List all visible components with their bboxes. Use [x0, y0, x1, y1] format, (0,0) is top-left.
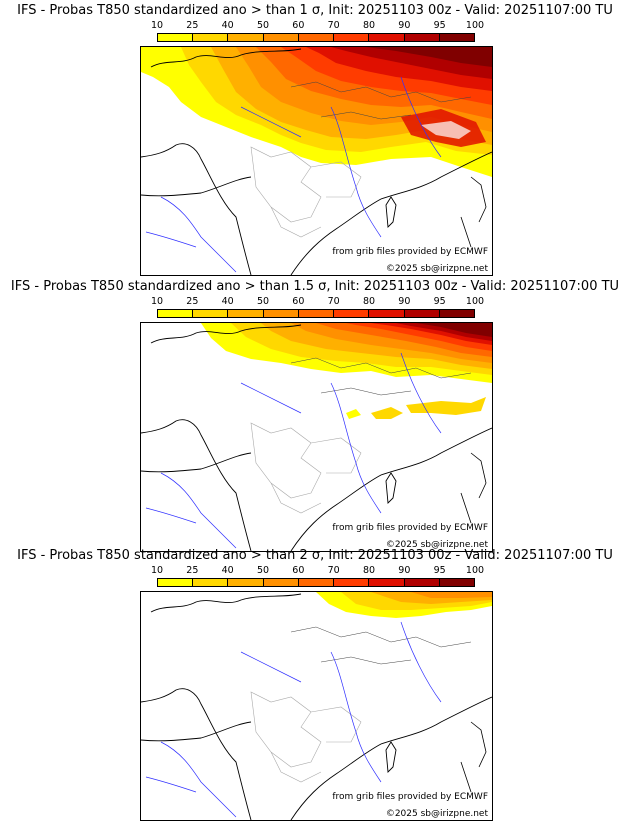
colorbar-labels: 10 25 40 50 60 70 80 90 95 100 [151, 296, 484, 308]
colorbar-tick-label: 60 [292, 296, 305, 307]
colorbar [157, 33, 475, 42]
colorbar-tick-label: 10 [150, 20, 164, 31]
colorbar-tick-label: 90 [398, 20, 411, 31]
colorbar-tick-label: 40 [221, 20, 234, 31]
colorbar-swatch [369, 34, 405, 41]
colorbar-swatch [439, 34, 474, 41]
colorbar-tick-label: 50 [256, 296, 270, 307]
colorbar-swatch [334, 310, 370, 317]
panel-1: IFS - Probas T850 standardized ano > tha… [0, 0, 630, 276]
colorbar [157, 309, 475, 318]
map-probability-2-sigma: from grib files provided by ECMWF ©2025 … [140, 591, 493, 821]
colorbar-swatch [158, 34, 194, 41]
credit-source: from grib files provided by ECMWF [332, 247, 488, 257]
colorbar-swatch [369, 579, 405, 586]
panel-title: IFS - Probas T850 standardized ano > tha… [17, 3, 613, 18]
credit-source: from grib files provided by ECMWF [332, 792, 488, 802]
credit-copyright: ©2025 sb@irizpne.net [385, 540, 488, 550]
colorbar-swatch [439, 579, 474, 586]
colorbar-tick-label: 10 [150, 296, 164, 307]
map-graphic [141, 592, 492, 820]
colorbar-swatch [158, 579, 194, 586]
colorbar-labels: 10 25 40 50 60 70 80 90 95 100 [151, 565, 484, 577]
colorbar-swatch [298, 34, 335, 41]
colorbar-swatch [334, 579, 370, 586]
colorbar-tick-label: 25 [186, 565, 199, 576]
colorbar-labels: 10 25 40 50 60 70 80 90 95 100 [151, 20, 484, 32]
colorbar-swatch [334, 34, 370, 41]
colorbar-swatch [228, 579, 264, 586]
colorbar-tick-label: 70 [327, 296, 340, 307]
colorbar-tick-label: 90 [398, 565, 411, 576]
colorbar-tick-label: 95 [433, 20, 446, 31]
colorbar-swatch [404, 579, 440, 586]
colorbar-tick-label: 95 [433, 296, 446, 307]
colorbar-tick-label: 100 [465, 20, 485, 31]
colorbar-tick-label: 10 [150, 565, 164, 576]
map-graphic [141, 323, 492, 551]
panel-3: IFS - Probas T850 standardized ano > tha… [0, 545, 630, 821]
colorbar-swatch [228, 310, 264, 317]
credit-copyright: ©2025 sb@irizpne.net [385, 809, 488, 819]
panel-title: IFS - Probas T850 standardized ano > tha… [17, 548, 613, 563]
colorbar-swatch [298, 579, 335, 586]
colorbar-tick-label: 80 [362, 565, 376, 576]
map-probability-1-sigma: from grib files provided by ECMWF ©2025 … [140, 46, 493, 276]
panel-2: IFS - Probas T850 standardized ano > tha… [0, 276, 630, 552]
colorbar-swatch [158, 310, 194, 317]
colorbar-tick-label: 70 [327, 20, 340, 31]
map-graphic [141, 47, 492, 275]
colorbar-tick-label: 80 [362, 296, 376, 307]
colorbar-swatch [228, 34, 264, 41]
colorbar-swatch [263, 34, 299, 41]
colorbar-tick-label: 50 [256, 565, 270, 576]
colorbar-tick-label: 25 [186, 296, 199, 307]
panel-title: IFS - Probas T850 standardized ano > tha… [10, 279, 620, 294]
colorbar-swatch [404, 310, 440, 317]
colorbar-tick-label: 100 [465, 296, 485, 307]
map-probability-1-5-sigma: from grib files provided by ECMWF ©2025 … [140, 322, 493, 552]
colorbar-tick-label: 60 [292, 565, 305, 576]
colorbar-swatch [404, 34, 440, 41]
colorbar-tick-label: 40 [221, 565, 234, 576]
colorbar-swatch [193, 579, 229, 586]
colorbar-swatch [263, 579, 299, 586]
colorbar-swatch [439, 310, 474, 317]
colorbar [157, 578, 475, 587]
credit-copyright: ©2025 sb@irizpne.net [385, 264, 488, 274]
colorbar-tick-label: 40 [221, 296, 234, 307]
credit-source: from grib files provided by ECMWF [332, 523, 488, 533]
colorbar-swatch [193, 34, 229, 41]
colorbar-tick-label: 25 [186, 20, 199, 31]
colorbar-swatch [369, 310, 405, 317]
colorbar-tick-label: 50 [256, 20, 270, 31]
colorbar-tick-label: 90 [398, 296, 411, 307]
colorbar-swatch [298, 310, 335, 317]
colorbar-tick-label: 60 [292, 20, 305, 31]
colorbar-tick-label: 80 [362, 20, 376, 31]
colorbar-swatch [193, 310, 229, 317]
colorbar-tick-label: 100 [465, 565, 485, 576]
colorbar-tick-label: 95 [433, 565, 446, 576]
colorbar-tick-label: 70 [327, 565, 340, 576]
colorbar-swatch [263, 310, 299, 317]
